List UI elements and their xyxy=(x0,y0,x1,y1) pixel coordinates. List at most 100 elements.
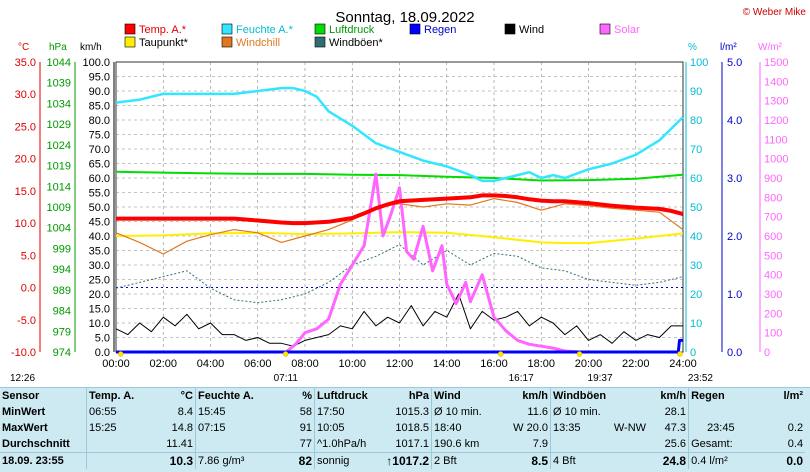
row-label-avg: Durchschnitt xyxy=(2,438,70,450)
regen-current-value: 0.0 xyxy=(753,452,806,469)
windboeen-header: Windböen xyxy=(550,388,609,404)
windboeen-max-time: 13:35 xyxy=(550,420,609,436)
humidity-tick-label: 10 xyxy=(690,318,702,330)
pressure-tick-label: 974 xyxy=(53,347,71,359)
wind-tick-label: 20.0 xyxy=(89,289,110,301)
humidity-tick-label: 90 xyxy=(690,86,702,98)
rain-tick-label: 1.0 xyxy=(727,289,742,301)
regen-max-time: 23:45 xyxy=(688,420,754,436)
wind-tick-label: 50.0 xyxy=(89,202,110,214)
temp-min-time: 06:55 xyxy=(86,404,147,420)
solar-tick-label: 300 xyxy=(764,289,782,301)
temp-max-time: 15:25 xyxy=(86,420,147,436)
humidity-tick-label: 80 xyxy=(690,115,702,127)
time-tick-label: 22:00 xyxy=(622,358,650,370)
wind-distance: 190.6 km xyxy=(431,436,496,453)
moonrise-time: 23:52 xyxy=(688,373,713,384)
wind-tick-label: 90.0 xyxy=(89,86,110,98)
feuchte-min-time: 15:45 xyxy=(195,404,268,420)
legend-swatch xyxy=(221,23,233,35)
chart-axes: 35.0 30.0 25.0 20.0 15.0 10.0 5.0 0.0 -5.0 -10.0 1… xyxy=(11,57,789,359)
legend-swatch xyxy=(124,23,136,35)
rain-tick-label: 5.0 xyxy=(727,57,742,69)
wind-tick-label: 60.0 xyxy=(89,173,110,185)
feuchte-unit: % xyxy=(302,390,312,402)
temp-min-value: 8.4 xyxy=(177,406,193,418)
luftdruck-min-time: 17:50 xyxy=(314,404,379,420)
series-wind xyxy=(115,293,683,347)
sunset-marker xyxy=(576,351,583,357)
wind-current-value: 8.5 xyxy=(496,452,551,469)
regen-max-value: 0.2 xyxy=(787,422,804,434)
time-tick-label: 18:00 xyxy=(527,358,555,370)
moonrise-marker xyxy=(677,351,683,357)
wind-tick-label: 65.0 xyxy=(89,159,110,171)
legend: Temp. A.* Feuchte A.* Luftdruck Regen Wind So… xyxy=(124,23,640,49)
wind-min-value: 11.6 xyxy=(527,406,548,418)
time-axis: 00:00 02:00 04:00 06:00 08:00 10:00 12:00 14:00… xyxy=(10,351,713,384)
legend-swatch xyxy=(124,36,136,48)
pressure-tick-label: 984 xyxy=(53,306,71,318)
copyright-text: © Weber Mike xyxy=(743,7,807,18)
temp-tick-label: 30.0 xyxy=(15,89,36,101)
stats-avg-row: Durchschnitt 11.41 77 ^1.0hPa/h 1017.1 1… xyxy=(0,436,805,453)
time-tick-label: 02:00 xyxy=(149,358,177,370)
solar-tick-label: 100 xyxy=(764,328,782,340)
solar-tick-label: 1000 xyxy=(764,154,788,166)
legend-label: Temp. A.* xyxy=(139,24,187,36)
pressure-tick-label: 1044 xyxy=(47,57,71,69)
feuchte-min-value: 58 xyxy=(299,406,312,418)
wind-tick-label: 30.0 xyxy=(89,260,110,272)
luftdruck-min-value: 1015.3 xyxy=(395,406,429,418)
solar-tick-label: 1500 xyxy=(764,57,788,69)
moonrise-marker xyxy=(117,351,124,357)
pressure-tick-label: 1009 xyxy=(47,202,71,214)
temp-tick-label: 5.0 xyxy=(21,250,36,262)
solar-unit-label: W/m² xyxy=(758,42,783,53)
temp-tick-label: -10.0 xyxy=(11,347,36,359)
wind-tick-label: 100.0 xyxy=(82,57,110,69)
regen-unit: l/m² xyxy=(783,390,804,402)
chart-grid xyxy=(115,61,684,353)
stats-current-row: 18.09. 23:55 10.3 7.86 g/m³ 82 sonnig ↑1… xyxy=(0,452,806,469)
luftdruck-unit: hPa xyxy=(408,390,429,402)
wind-tick-label: 85.0 xyxy=(89,101,110,113)
time-tick-label: 00:00 xyxy=(102,358,130,370)
time-tick-label: 12:00 xyxy=(386,358,414,370)
legend-label: Windchill xyxy=(236,37,280,49)
temp-current-value: 10.3 xyxy=(147,452,196,469)
regen-total-label: Gesamt: xyxy=(688,436,754,453)
temp-unit: °C xyxy=(180,390,193,402)
series-feuchte-a xyxy=(115,86,684,183)
feuchte-avg-value: 77 xyxy=(299,438,312,450)
row-label-max: MaxWert xyxy=(2,422,48,434)
series-solar xyxy=(285,172,580,354)
temp-unit-label: °C xyxy=(18,42,29,53)
wind-tick-label: 35.0 xyxy=(89,246,110,258)
pressure-tick-label: 1034 xyxy=(47,98,71,110)
wind-tick-label: 10.0 xyxy=(89,318,110,330)
legend-label: Windböen* xyxy=(329,37,384,49)
solar-tick-label: 1400 xyxy=(764,76,788,88)
series-luftdruck xyxy=(115,170,684,182)
wind-max-value: W 20.0 xyxy=(513,422,548,434)
time-tick-label: 10:00 xyxy=(338,358,366,370)
temp-header: Temp. A. xyxy=(86,388,147,404)
rain-unit-label: l/m² xyxy=(720,42,737,53)
legend-label: Regen xyxy=(424,24,456,36)
series-windchill xyxy=(115,198,684,255)
temp-tick-label: 0.0 xyxy=(21,283,36,295)
temp-avg-value: 11.41 xyxy=(166,438,193,450)
feuchte-current-value: 82 xyxy=(268,452,315,469)
series-taupunkt xyxy=(115,231,684,245)
axis-units: °C hPa km/h % l/m² W/m² xyxy=(18,42,783,53)
solar-tick-label: 1300 xyxy=(764,96,788,108)
row-label-min: MinWert xyxy=(2,406,46,418)
legend-label: Wind xyxy=(519,24,544,36)
rain-tick-label: 3.0 xyxy=(727,173,742,185)
stats-max-row: MaxWert 15:25 14.8 07:15 91 10:05 1018.5… xyxy=(0,420,805,436)
pressure-tick-label: 979 xyxy=(53,326,71,338)
luftdruck-trend: ^1.0hPa/h xyxy=(314,436,379,453)
wind-tick-label: 0.0 xyxy=(95,347,110,359)
temp-tick-label: 25.0 xyxy=(15,121,36,133)
